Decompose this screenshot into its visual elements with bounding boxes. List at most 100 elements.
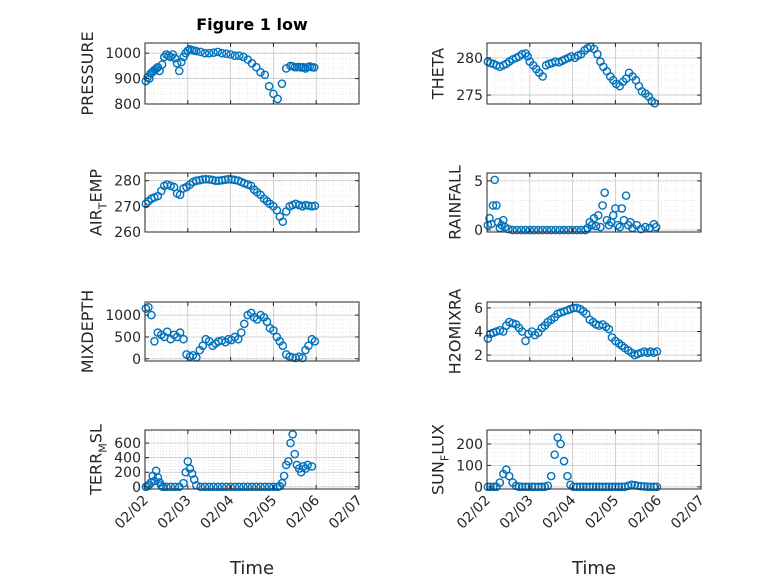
data-point xyxy=(555,225,565,235)
data-point xyxy=(204,48,214,58)
data-point xyxy=(198,175,208,184)
data-point xyxy=(483,334,493,343)
data-point xyxy=(588,482,598,492)
panel-sun-flux: 0 100 200 02/02 02/03 02/04 02/05 02/06 02/07 SUN… xyxy=(429,424,708,532)
data-point xyxy=(514,482,524,492)
data-point xyxy=(568,225,577,235)
data-point xyxy=(260,482,270,492)
data-point xyxy=(196,47,205,57)
data-point xyxy=(279,471,289,481)
data-point xyxy=(596,222,605,232)
data-point xyxy=(521,482,530,492)
figure-title: Figure 1 low xyxy=(196,15,308,34)
axes-box xyxy=(486,429,702,490)
x-tick-label: 02/07 xyxy=(326,493,366,533)
data-point xyxy=(483,482,493,492)
y-tick-label: 260 xyxy=(114,225,141,241)
data-point xyxy=(159,52,169,62)
data-point xyxy=(234,482,244,492)
y-tick-label: 0 xyxy=(474,480,483,496)
axes-box xyxy=(144,42,360,105)
data-point xyxy=(579,482,588,492)
data-point xyxy=(542,225,552,235)
x-tick-label: 02/04 xyxy=(540,492,580,532)
data-point xyxy=(641,222,650,232)
data-point xyxy=(217,482,227,492)
data-point xyxy=(286,438,295,448)
y-tick-label: 0 xyxy=(132,352,141,368)
x-tick-label: 02/05 xyxy=(240,493,280,533)
data-point xyxy=(621,191,631,200)
data-point xyxy=(247,482,257,492)
data-point xyxy=(150,337,159,346)
data-point xyxy=(504,471,514,481)
plot-area xyxy=(145,430,359,489)
data-point xyxy=(200,48,210,58)
data-point xyxy=(572,482,582,492)
y-axis-label: TERRMSL xyxy=(87,424,110,496)
data-point xyxy=(550,450,559,459)
data-point xyxy=(170,53,180,63)
data-point xyxy=(310,337,320,346)
data-point xyxy=(304,201,313,210)
data-point xyxy=(166,52,175,62)
data-point xyxy=(529,225,539,235)
data-point xyxy=(546,225,556,235)
panel-rainfall: 0 5 RAINFALL xyxy=(446,165,702,240)
axes-box xyxy=(486,172,702,233)
data-point xyxy=(256,67,265,77)
data-point xyxy=(636,481,646,491)
data-point xyxy=(508,225,517,235)
y-axis-label: H2OMIXRA xyxy=(446,289,465,375)
data-point xyxy=(185,464,195,473)
y-tick-label: 2 xyxy=(474,348,483,364)
data-point xyxy=(196,482,205,492)
data-point xyxy=(209,48,218,57)
y-tick-label: 900 xyxy=(114,72,141,88)
data-point xyxy=(615,222,624,232)
axes-box xyxy=(144,429,360,490)
data-point xyxy=(546,471,556,481)
data-point xyxy=(600,188,610,197)
data-point xyxy=(172,59,182,68)
data-point xyxy=(613,220,622,230)
y-tick-label: 280 xyxy=(114,174,141,190)
panel-pressure: 800 900 1000 PRESSURE xyxy=(78,31,360,116)
data-point xyxy=(564,225,573,235)
x-tick-label: 02/02 xyxy=(112,493,152,533)
y-tick-label: 280 xyxy=(456,51,483,67)
data-point xyxy=(581,225,590,235)
data-point xyxy=(309,63,319,72)
axes-box xyxy=(144,172,360,233)
data-point xyxy=(593,49,602,59)
data-point xyxy=(517,49,527,59)
data-point xyxy=(264,482,274,492)
data-point xyxy=(524,482,533,492)
data-point xyxy=(585,482,595,492)
data-point xyxy=(226,50,235,59)
data-point xyxy=(141,199,151,209)
data-point xyxy=(538,72,547,81)
data-point xyxy=(269,482,278,492)
data-point xyxy=(239,52,248,62)
data-point xyxy=(601,482,611,492)
data-point xyxy=(527,482,537,492)
data-point xyxy=(204,482,214,492)
y-tick-label: 5 xyxy=(474,174,483,190)
y-tick-label: 1000 xyxy=(105,308,141,324)
data-point xyxy=(534,225,543,235)
y-tick-label: 4 xyxy=(474,325,483,341)
data-point xyxy=(222,482,231,492)
data-point xyxy=(284,457,293,466)
data-point xyxy=(611,482,620,492)
y-tick-label: 400 xyxy=(114,451,141,467)
x-tick-label: 02/07 xyxy=(668,493,708,533)
data-point xyxy=(175,328,185,337)
y-tick-label: 200 xyxy=(456,437,483,453)
data-point xyxy=(299,462,308,471)
data-point xyxy=(649,482,659,492)
data-point xyxy=(269,326,278,335)
data-point xyxy=(559,456,569,466)
data-point xyxy=(239,319,249,329)
